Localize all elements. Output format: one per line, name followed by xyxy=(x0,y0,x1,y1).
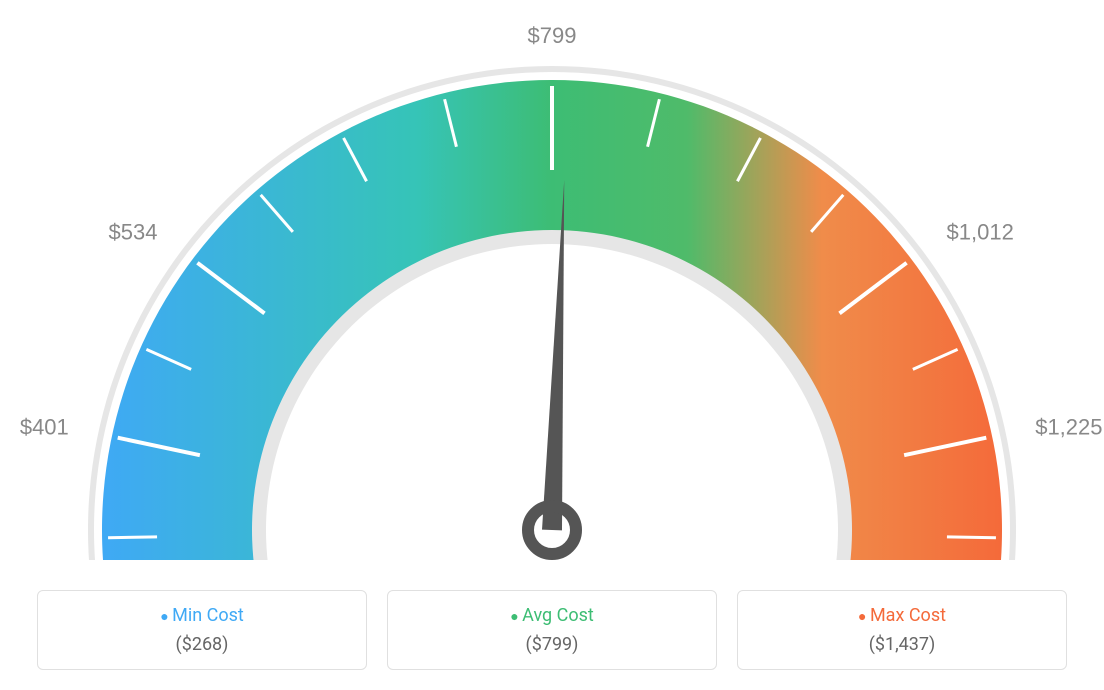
legend-avg-label: Avg Cost xyxy=(398,605,706,626)
legend-max-value: ($1,437) xyxy=(748,634,1056,655)
legend-max-box: Max Cost ($1,437) xyxy=(737,590,1067,670)
legend-avg-value: ($799) xyxy=(398,634,706,655)
legend-row: Min Cost ($268) Avg Cost ($799) Max Cost… xyxy=(0,590,1104,670)
legend-min-value: ($268) xyxy=(48,634,356,655)
gauge-svg: $268$401$534$799$1,012$1,225$1,437 xyxy=(0,0,1104,560)
svg-text:$534: $534 xyxy=(109,220,158,245)
legend-max-label: Max Cost xyxy=(748,605,1056,626)
legend-avg-box: Avg Cost ($799) xyxy=(387,590,717,670)
svg-text:$799: $799 xyxy=(528,23,577,48)
svg-text:$401: $401 xyxy=(20,414,69,439)
svg-text:$1,012: $1,012 xyxy=(947,220,1014,245)
legend-min-label: Min Cost xyxy=(48,605,356,626)
svg-text:$1,225: $1,225 xyxy=(1035,414,1102,439)
legend-min-box: Min Cost ($268) xyxy=(37,590,367,670)
cost-gauge: $268$401$534$799$1,012$1,225$1,437 xyxy=(0,0,1104,560)
